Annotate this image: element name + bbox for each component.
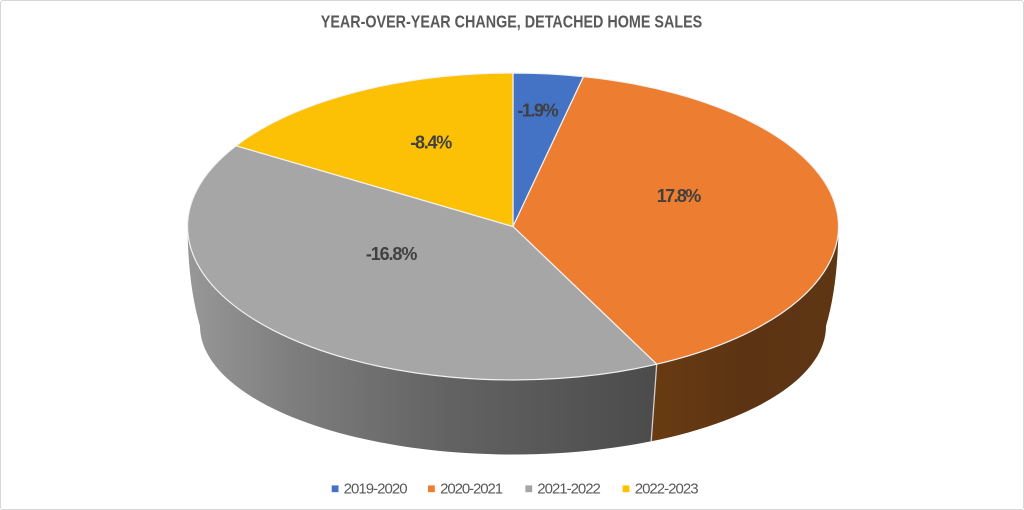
svg-text:17.8%: 17.8% <box>657 186 702 206</box>
svg-text:YEAR-OVER-YEAR CHANGE, DETACHE: YEAR-OVER-YEAR CHANGE, DETACHED HOME SAL… <box>321 11 703 31</box>
svg-text:-16.8%: -16.8% <box>366 244 418 264</box>
svg-text:2021-2022: 2021-2022 <box>537 481 601 498</box>
svg-text:2020-2021: 2020-2021 <box>440 481 503 498</box>
svg-text:2022-2023: 2022-2023 <box>635 481 699 498</box>
svg-text:-1.9%: -1.9% <box>517 101 558 121</box>
svg-text:-8.4%: -8.4% <box>410 132 452 152</box>
svg-text:2019-2020: 2019-2020 <box>344 481 408 498</box>
